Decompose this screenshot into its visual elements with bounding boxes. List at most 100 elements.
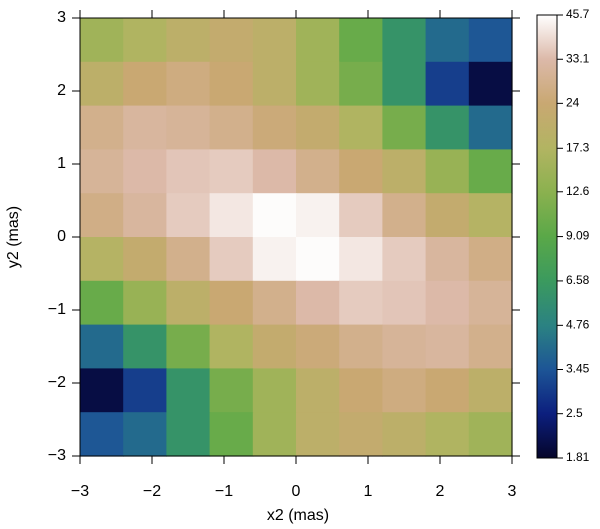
colorbar-tick-label: 17.3 <box>566 140 590 154</box>
heatmap-cell <box>166 237 211 282</box>
heatmap-cell <box>166 324 211 369</box>
heatmap-cell <box>382 412 427 457</box>
heatmap-cell <box>209 324 254 369</box>
heatmap-cell <box>468 237 513 282</box>
heatmap-cell <box>209 18 254 63</box>
heatmap-cell <box>382 237 427 282</box>
heatmap-cell <box>425 193 470 238</box>
heatmap-cell <box>296 105 340 150</box>
heatmap-cell <box>339 412 383 457</box>
heatmap-cell <box>339 193 383 238</box>
heatmap-cell <box>339 61 383 107</box>
heatmap-cell <box>209 105 254 150</box>
heatmap-cell <box>123 324 167 369</box>
heatmap-cell <box>166 18 211 63</box>
heatmap-cell <box>425 324 470 369</box>
heatmap-cell <box>425 105 470 150</box>
heatmap-cell <box>252 368 297 413</box>
heatmap-cell <box>80 237 124 282</box>
heatmap-cell <box>425 368 470 413</box>
heatmap-cell <box>382 193 427 238</box>
heatmap-cell <box>80 193 124 238</box>
heatmap-cell <box>468 368 513 413</box>
x-tick-label: 3 <box>508 483 517 500</box>
heatmap-cell <box>166 105 211 150</box>
heatmap-cell <box>339 237 383 282</box>
heatmap-cell <box>209 237 254 282</box>
heatmap-cell <box>296 18 340 63</box>
heatmap-cell <box>80 412 124 457</box>
heatmap-cell <box>123 412 167 457</box>
heatmap-cell <box>382 149 427 194</box>
x-tick-label: 2 <box>436 483 445 500</box>
heatmap-cell <box>296 368 340 413</box>
heatmap-cell <box>209 149 254 194</box>
heatmap-cell <box>80 105 124 150</box>
heatmap-cell <box>468 105 513 150</box>
y-tick-label: 2 <box>57 82 66 99</box>
heatmap-cell <box>296 61 340 107</box>
y-tick-label: −2 <box>48 374 66 391</box>
heatmap-cell <box>339 368 383 413</box>
heatmap-cell <box>468 412 513 457</box>
heatmap-cell <box>123 193 167 238</box>
heatmap-cell <box>252 412 297 457</box>
heatmap <box>80 18 513 457</box>
y-tick-label: −1 <box>48 301 66 318</box>
x-axis-label: x2 (mas) <box>267 507 329 524</box>
heatmap-cell <box>425 18 470 63</box>
x-tick-label: −1 <box>215 483 233 500</box>
heatmap-cell <box>296 412 340 457</box>
heatmap-cell <box>166 61 211 107</box>
heatmap-cell <box>123 237 167 282</box>
heatmap-cell <box>80 18 124 63</box>
heatmap-cell <box>468 280 513 326</box>
heatmap-cell <box>382 280 427 326</box>
heatmap-cell <box>252 324 297 369</box>
heatmap-cell <box>166 280 211 326</box>
heatmap-cell <box>123 149 167 194</box>
heatmap-cell <box>425 280 470 326</box>
heatmap-cell <box>252 237 297 282</box>
heatmap-cell <box>339 280 383 326</box>
heatmap-cell <box>468 324 513 369</box>
heatmap-cell <box>252 61 297 107</box>
heatmap-cell <box>209 412 254 457</box>
heatmap-cell <box>296 237 340 282</box>
colorbar-tick-label: 33.1 <box>566 51 590 65</box>
x-tick-label: 0 <box>292 483 301 500</box>
y-axis-label: y2 (mas) <box>5 206 22 268</box>
colorbar-gradient <box>536 14 558 459</box>
heatmap-cell <box>382 368 427 413</box>
heatmap-cell <box>425 61 470 107</box>
heatmap-cell <box>468 61 513 107</box>
heatmap-cell <box>209 193 254 238</box>
heatmap-cell <box>382 18 427 63</box>
heatmap-cell <box>468 149 513 194</box>
heatmap-cell <box>80 61 124 107</box>
colorbar-tick-label: 45.7 <box>566 7 590 21</box>
heatmap-cell <box>209 368 254 413</box>
heatmap-cell <box>339 105 383 150</box>
heatmap-cell <box>123 280 167 326</box>
x-tick-label: −2 <box>143 483 161 500</box>
heatmap-cell <box>296 193 340 238</box>
heatmap-cell <box>123 18 167 63</box>
heatmap-cell <box>123 61 167 107</box>
colorbar-tick-label: 1.81 <box>566 450 590 464</box>
y-tick-label: −3 <box>48 447 66 464</box>
y-tick-label: 3 <box>57 9 66 26</box>
x-tick-label: 1 <box>364 483 373 500</box>
heatmap-cell <box>166 412 211 457</box>
heatmap-cell <box>339 324 383 369</box>
heatmap-cell <box>166 193 211 238</box>
heatmap-cell <box>209 61 254 107</box>
colorbar-tick-label: 6.58 <box>566 273 590 287</box>
heatmap-cell <box>382 105 427 150</box>
heatmap-cell <box>80 324 124 369</box>
heatmap-cell <box>123 368 167 413</box>
heatmap-cell <box>425 149 470 194</box>
heatmap-cell <box>80 368 124 413</box>
